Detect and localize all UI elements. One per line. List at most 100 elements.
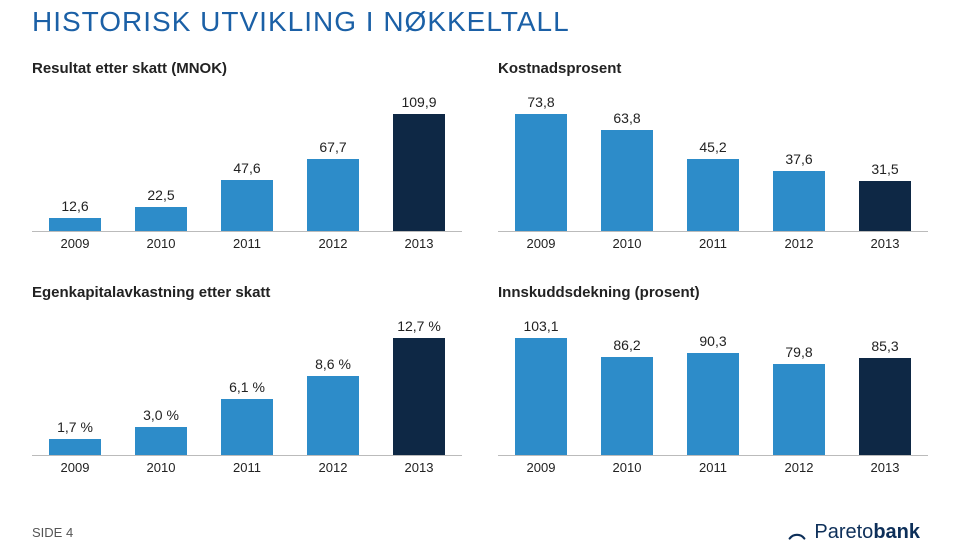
bar-rect (687, 159, 739, 231)
bar: 45,2 (687, 159, 739, 231)
bar-rect (221, 180, 273, 231)
bar: 3,0 % (135, 427, 187, 455)
bar-rect (221, 399, 273, 455)
chart-plot-area: 103,1 86,2 90,3 79,8 85,3 (498, 305, 928, 456)
bar: 90,3 (687, 353, 739, 455)
bar: 85,3 (859, 358, 911, 455)
chart-plot-area: 12,6 22,5 47,6 67,7 109,9 (32, 81, 462, 232)
bar-rect (307, 376, 359, 455)
bar-value-label: 12,6 (61, 198, 88, 214)
x-tick-label: 2009 (527, 460, 556, 475)
x-tick-label: 2010 (613, 460, 642, 475)
bar: 12,7 % (393, 338, 445, 455)
chart-x-axis: 2009 2010 2011 2012 2013 (498, 460, 928, 478)
x-tick-label: 2012 (785, 236, 814, 251)
x-tick-label: 2011 (699, 460, 727, 475)
bar-value-label: 3,0 % (143, 407, 179, 423)
bar-rect (135, 427, 187, 455)
chart-title: Egenkapitalavkastning etter skatt (32, 284, 462, 301)
bar-value-label: 37,6 (785, 151, 812, 167)
x-tick-label: 2013 (871, 236, 900, 251)
bar-rect (601, 357, 653, 455)
bar-value-label: 67,7 (319, 139, 346, 155)
x-tick-label: 2009 (61, 236, 90, 251)
chart-x-axis: 2009 2010 2011 2012 2013 (32, 236, 462, 254)
bar-value-label: 45,2 (699, 139, 726, 155)
bar-value-label: 31,5 (871, 161, 898, 177)
chart-grid: Resultat etter skatt (MNOK) 12,6 22,5 47,6 6… (32, 60, 928, 478)
bar: 22,5 (135, 207, 187, 231)
bar-rect (687, 353, 739, 455)
x-tick-label: 2010 (147, 460, 176, 475)
bar: 12,6 (49, 218, 101, 231)
bar: 47,6 (221, 180, 273, 231)
logo-icon (786, 522, 808, 544)
bar-rect (859, 181, 911, 231)
bar-value-label: 85,3 (871, 338, 898, 354)
bar: 103,1 (515, 338, 567, 455)
bar: 86,2 (601, 357, 653, 455)
bar-value-label: 79,8 (785, 344, 812, 360)
bar: 1,7 % (49, 439, 101, 455)
bar: 63,8 (601, 130, 653, 231)
x-tick-label: 2013 (405, 236, 434, 251)
bar-value-label: 8,6 % (315, 356, 351, 372)
bar: 31,5 (859, 181, 911, 231)
chart-title: Innskuddsdekning (prosent) (498, 284, 928, 301)
bar-rect (773, 171, 825, 231)
bar-value-label: 6,1 % (229, 379, 265, 395)
bar-rect (773, 364, 825, 455)
x-tick-label: 2011 (233, 460, 261, 475)
x-tick-label: 2011 (699, 236, 727, 251)
bar-rect (49, 218, 101, 231)
x-tick-label: 2013 (871, 460, 900, 475)
x-tick-label: 2010 (613, 236, 642, 251)
bar: 79,8 (773, 364, 825, 455)
chart-title: Resultat etter skatt (MNOK) (32, 60, 462, 77)
chart-x-axis: 2009 2010 2011 2012 2013 (498, 236, 928, 254)
bar: 67,7 (307, 159, 359, 231)
bar-value-label: 73,8 (527, 94, 554, 110)
bar-chart: Kostnadsprosent73,863,845,237,631,520092… (498, 60, 928, 254)
bar-value-label: 109,9 (401, 94, 436, 110)
bar-rect (307, 159, 359, 231)
chart-plot-area: 73,8 63,8 45,2 37,6 31,5 (498, 81, 928, 232)
bar: 109,9 (393, 114, 445, 231)
bar-rect (393, 338, 445, 455)
bar-rect (49, 439, 101, 455)
bar: 6,1 % (221, 399, 273, 455)
bar-value-label: 103,1 (523, 318, 558, 334)
bar: 8,6 % (307, 376, 359, 455)
x-tick-label: 2011 (233, 236, 261, 251)
bar-value-label: 63,8 (613, 110, 640, 126)
bar: 73,8 (515, 114, 567, 231)
brand-logo: Paretobank (786, 521, 920, 544)
bar-value-label: 86,2 (613, 337, 640, 353)
bar-value-label: 47,6 (233, 160, 260, 176)
chart-plot-area: 1,7 % 3,0 % 6,1 % 8,6 % 12,7 % (32, 305, 462, 456)
bar-rect (601, 130, 653, 231)
bar-value-label: 1,7 % (57, 419, 93, 435)
bar-chart: Resultat etter skatt (MNOK) 12,6 22,5 47,6 6… (32, 60, 462, 254)
x-tick-label: 2009 (527, 236, 556, 251)
bar-rect (135, 207, 187, 231)
x-tick-label: 2012 (319, 460, 348, 475)
x-tick-label: 2012 (319, 236, 348, 251)
x-tick-label: 2013 (405, 460, 434, 475)
bar-value-label: 12,7 % (397, 318, 441, 334)
x-tick-label: 2010 (147, 236, 176, 251)
chart-title: Kostnadsprosent (498, 60, 928, 77)
bar-value-label: 90,3 (699, 333, 726, 349)
bar-chart: Egenkapitalavkastning etter skatt 1,7 % 3,… (32, 284, 462, 478)
bar-rect (515, 338, 567, 455)
logo-text: Paretobank (814, 521, 920, 544)
bar: 37,6 (773, 171, 825, 231)
bar-rect (515, 114, 567, 231)
x-tick-label: 2009 (61, 460, 90, 475)
bar-rect (393, 114, 445, 231)
chart-x-axis: 2009 2010 2011 2012 2013 (32, 460, 462, 478)
x-tick-label: 2012 (785, 460, 814, 475)
slide-number: SIDE 4 (32, 525, 73, 540)
bar-chart: Innskuddsdekning (prosent) 103,1 86,2 90,3 7… (498, 284, 928, 478)
bar-rect (859, 358, 911, 455)
